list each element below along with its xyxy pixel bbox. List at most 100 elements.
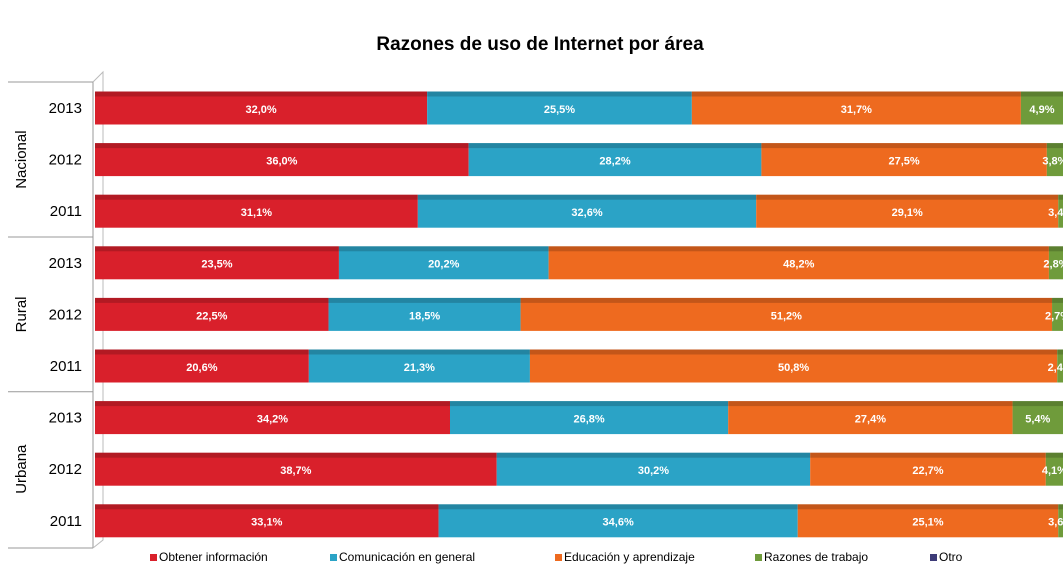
- bar-top: [95, 194, 418, 200]
- y-tick-label: 2012: [49, 306, 82, 323]
- y-tick-label: 2011: [50, 358, 82, 375]
- bar-segment: [449, 401, 729, 435]
- data-label: 3,6%: [1048, 517, 1063, 529]
- bar-top: [1046, 143, 1063, 149]
- bar-top: [728, 401, 1013, 407]
- bar-top: [95, 504, 439, 510]
- legend-swatch: [555, 554, 562, 561]
- legend-label: Educación y aprendizaje: [564, 550, 695, 564]
- group-label: Nacional: [13, 130, 30, 188]
- bar-segment: [338, 246, 549, 280]
- bar-top: [1048, 246, 1063, 252]
- group-label: Rural: [13, 296, 30, 332]
- y-tick-label: 2011: [50, 203, 82, 220]
- bar-top: [1057, 349, 1063, 355]
- bar-segment: [1045, 452, 1063, 486]
- bar-segment: [1046, 143, 1063, 177]
- data-label: 50,8%: [778, 362, 809, 374]
- legend-swatch: [330, 554, 337, 561]
- bar-segment: [427, 91, 692, 125]
- bar-top: [1052, 297, 1063, 303]
- bar-segment: [95, 401, 450, 435]
- data-label: 25,1%: [912, 517, 943, 529]
- bar-segment: [95, 452, 497, 486]
- legend-label: Comunicación en general: [339, 550, 475, 564]
- legend-label: Obtener información: [159, 550, 268, 564]
- bar-segment: [95, 246, 339, 280]
- bar-segment: [438, 504, 798, 538]
- bar-segment: [308, 349, 530, 383]
- y-tick-label: 2012: [49, 152, 82, 169]
- data-label: 4,9%: [1029, 104, 1054, 116]
- data-label: 27,4%: [855, 414, 886, 426]
- bar-segment: [328, 297, 521, 331]
- legend-swatch: [930, 554, 937, 561]
- legend-swatch: [150, 554, 157, 561]
- bar-segment: [1057, 349, 1063, 383]
- data-label: 38,7%: [280, 465, 311, 477]
- y-tick-label: 2012: [49, 461, 82, 478]
- data-label: 36,0%: [266, 156, 297, 168]
- bar-segment: [95, 504, 439, 538]
- y-tick-label: 2013: [49, 255, 82, 272]
- bar-top: [1012, 401, 1063, 407]
- data-label: 51,2%: [771, 310, 802, 322]
- data-label: 5,4%: [1025, 414, 1050, 426]
- y-tick-label: 2013: [49, 410, 82, 427]
- data-label: 32,0%: [245, 104, 276, 116]
- bar-top: [548, 246, 1049, 252]
- data-label: 31,1%: [241, 207, 272, 219]
- bar-segment: [728, 401, 1013, 435]
- bar-top: [691, 91, 1021, 97]
- bar-top: [95, 246, 339, 252]
- bar-top: [438, 504, 798, 510]
- data-label: 23,5%: [201, 259, 232, 271]
- bar-top: [308, 349, 530, 355]
- bar-segment: [1052, 297, 1063, 331]
- bar-top: [797, 504, 1059, 510]
- bar-top: [468, 143, 762, 149]
- bar-segment: [95, 143, 469, 177]
- bar-segment: [797, 504, 1059, 538]
- bar-top: [496, 452, 811, 458]
- bar-top: [761, 143, 1047, 149]
- bar-top: [95, 452, 497, 458]
- data-label: 28,2%: [599, 156, 630, 168]
- data-label: 27,5%: [889, 156, 920, 168]
- data-label: 31,7%: [841, 104, 872, 116]
- bar-segment: [417, 194, 757, 228]
- bar-top: [95, 349, 309, 355]
- data-label: 21,3%: [404, 362, 435, 374]
- bar-top: [427, 91, 692, 97]
- bar-segment: [761, 143, 1047, 177]
- bar-segment: [496, 452, 811, 486]
- data-label: 2,8%: [1043, 259, 1063, 271]
- bar-segment: [95, 194, 418, 228]
- bar-segment: [548, 246, 1049, 280]
- data-label: 26,8%: [573, 414, 604, 426]
- bar-segment: [810, 452, 1046, 486]
- data-label: 4,1%: [1042, 465, 1063, 477]
- bar-segment: [1058, 194, 1063, 228]
- bar-top: [338, 246, 549, 252]
- bar-top: [520, 297, 1053, 303]
- bar-top: [810, 452, 1046, 458]
- data-label: 30,2%: [638, 465, 669, 477]
- y-tick-label: 2011: [50, 513, 82, 530]
- bar-segment: [95, 297, 329, 331]
- data-label: 2,4%: [1048, 362, 1063, 374]
- bar-top: [1058, 194, 1063, 200]
- bar-segment: [529, 349, 1058, 383]
- data-label: 29,1%: [892, 207, 923, 219]
- bar-top: [417, 194, 757, 200]
- legend-label: Otro: [939, 550, 963, 564]
- bar-segment: [1058, 504, 1063, 538]
- bar-segment: [468, 143, 762, 177]
- data-label: 18,5%: [409, 310, 440, 322]
- group-label: Urbana: [13, 444, 30, 494]
- data-label: 48,2%: [783, 259, 814, 271]
- bar-top: [1045, 452, 1063, 458]
- bar-segment: [1020, 91, 1063, 125]
- data-label: 34,2%: [257, 414, 288, 426]
